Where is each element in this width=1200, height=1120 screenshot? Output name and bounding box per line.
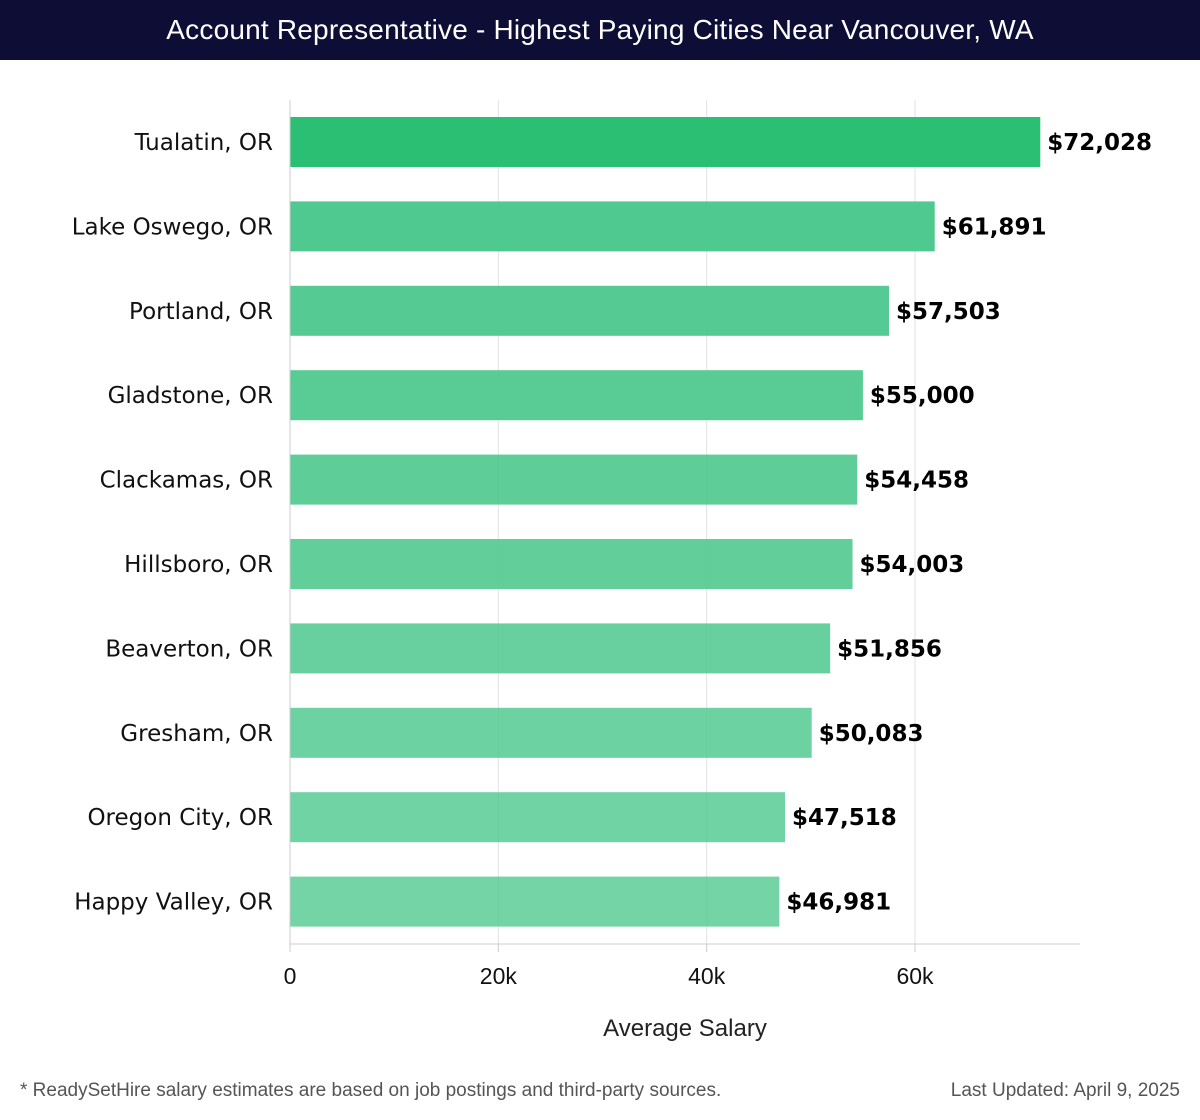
- bar: [290, 623, 831, 674]
- bar: [290, 539, 853, 589]
- value-label: $54,003: [860, 552, 965, 578]
- category-label: Portland, OR: [129, 299, 273, 325]
- labels: 0 20k 40k 60k Tualatin, OR $72,028 Lake Oswego…: [72, 130, 1152, 989]
- bar: [290, 285, 889, 336]
- x-tick-label: 20k: [480, 963, 518, 989]
- bar: [290, 876, 780, 927]
- value-label: $57,503: [896, 299, 1001, 325]
- value-label: $50,083: [819, 721, 924, 747]
- value-label: $61,891: [942, 214, 1047, 240]
- bar: [290, 201, 935, 252]
- category-label: Oregon City, OR: [87, 805, 273, 831]
- bar: [290, 117, 1041, 167]
- bar: [290, 370, 863, 421]
- bar: [290, 454, 858, 505]
- category-label: Happy Valley, OR: [74, 890, 273, 916]
- category-label: Hillsboro, OR: [124, 552, 273, 578]
- bar: [290, 792, 785, 843]
- last-updated: Last Updated: April 9, 2025: [950, 1080, 1180, 1101]
- category-label: Clackamas, OR: [100, 468, 273, 494]
- category-label: Gresham, OR: [120, 721, 273, 747]
- bars: [290, 117, 1041, 927]
- bar: [290, 707, 812, 758]
- x-tick-label: 40k: [688, 963, 726, 989]
- value-label: $54,458: [864, 468, 969, 494]
- value-label: $55,000: [870, 383, 975, 409]
- x-axis-title: Average Salary: [603, 1015, 767, 1042]
- salary-bar-chart: 0 20k 40k 60k Tualatin, OR $72,028 Lake Oswego…: [72, 100, 1152, 1042]
- footer-note: * ReadySetHire salary estimates are base…: [20, 1080, 722, 1101]
- chart-title: Account Representative - Highest Paying …: [0, 0, 1200, 60]
- category-label: Lake Oswego, OR: [72, 214, 273, 240]
- category-label: Tualatin, OR: [134, 130, 273, 156]
- value-label: $47,518: [792, 805, 897, 831]
- category-label: Gladstone, OR: [108, 383, 273, 409]
- value-label: $72,028: [1047, 130, 1152, 156]
- value-label: $51,856: [837, 636, 942, 662]
- value-label: $46,981: [786, 890, 891, 916]
- category-label: Beaverton, OR: [105, 636, 273, 662]
- x-tick-label: 0: [284, 963, 297, 989]
- x-tick-label: 60k: [896, 963, 934, 989]
